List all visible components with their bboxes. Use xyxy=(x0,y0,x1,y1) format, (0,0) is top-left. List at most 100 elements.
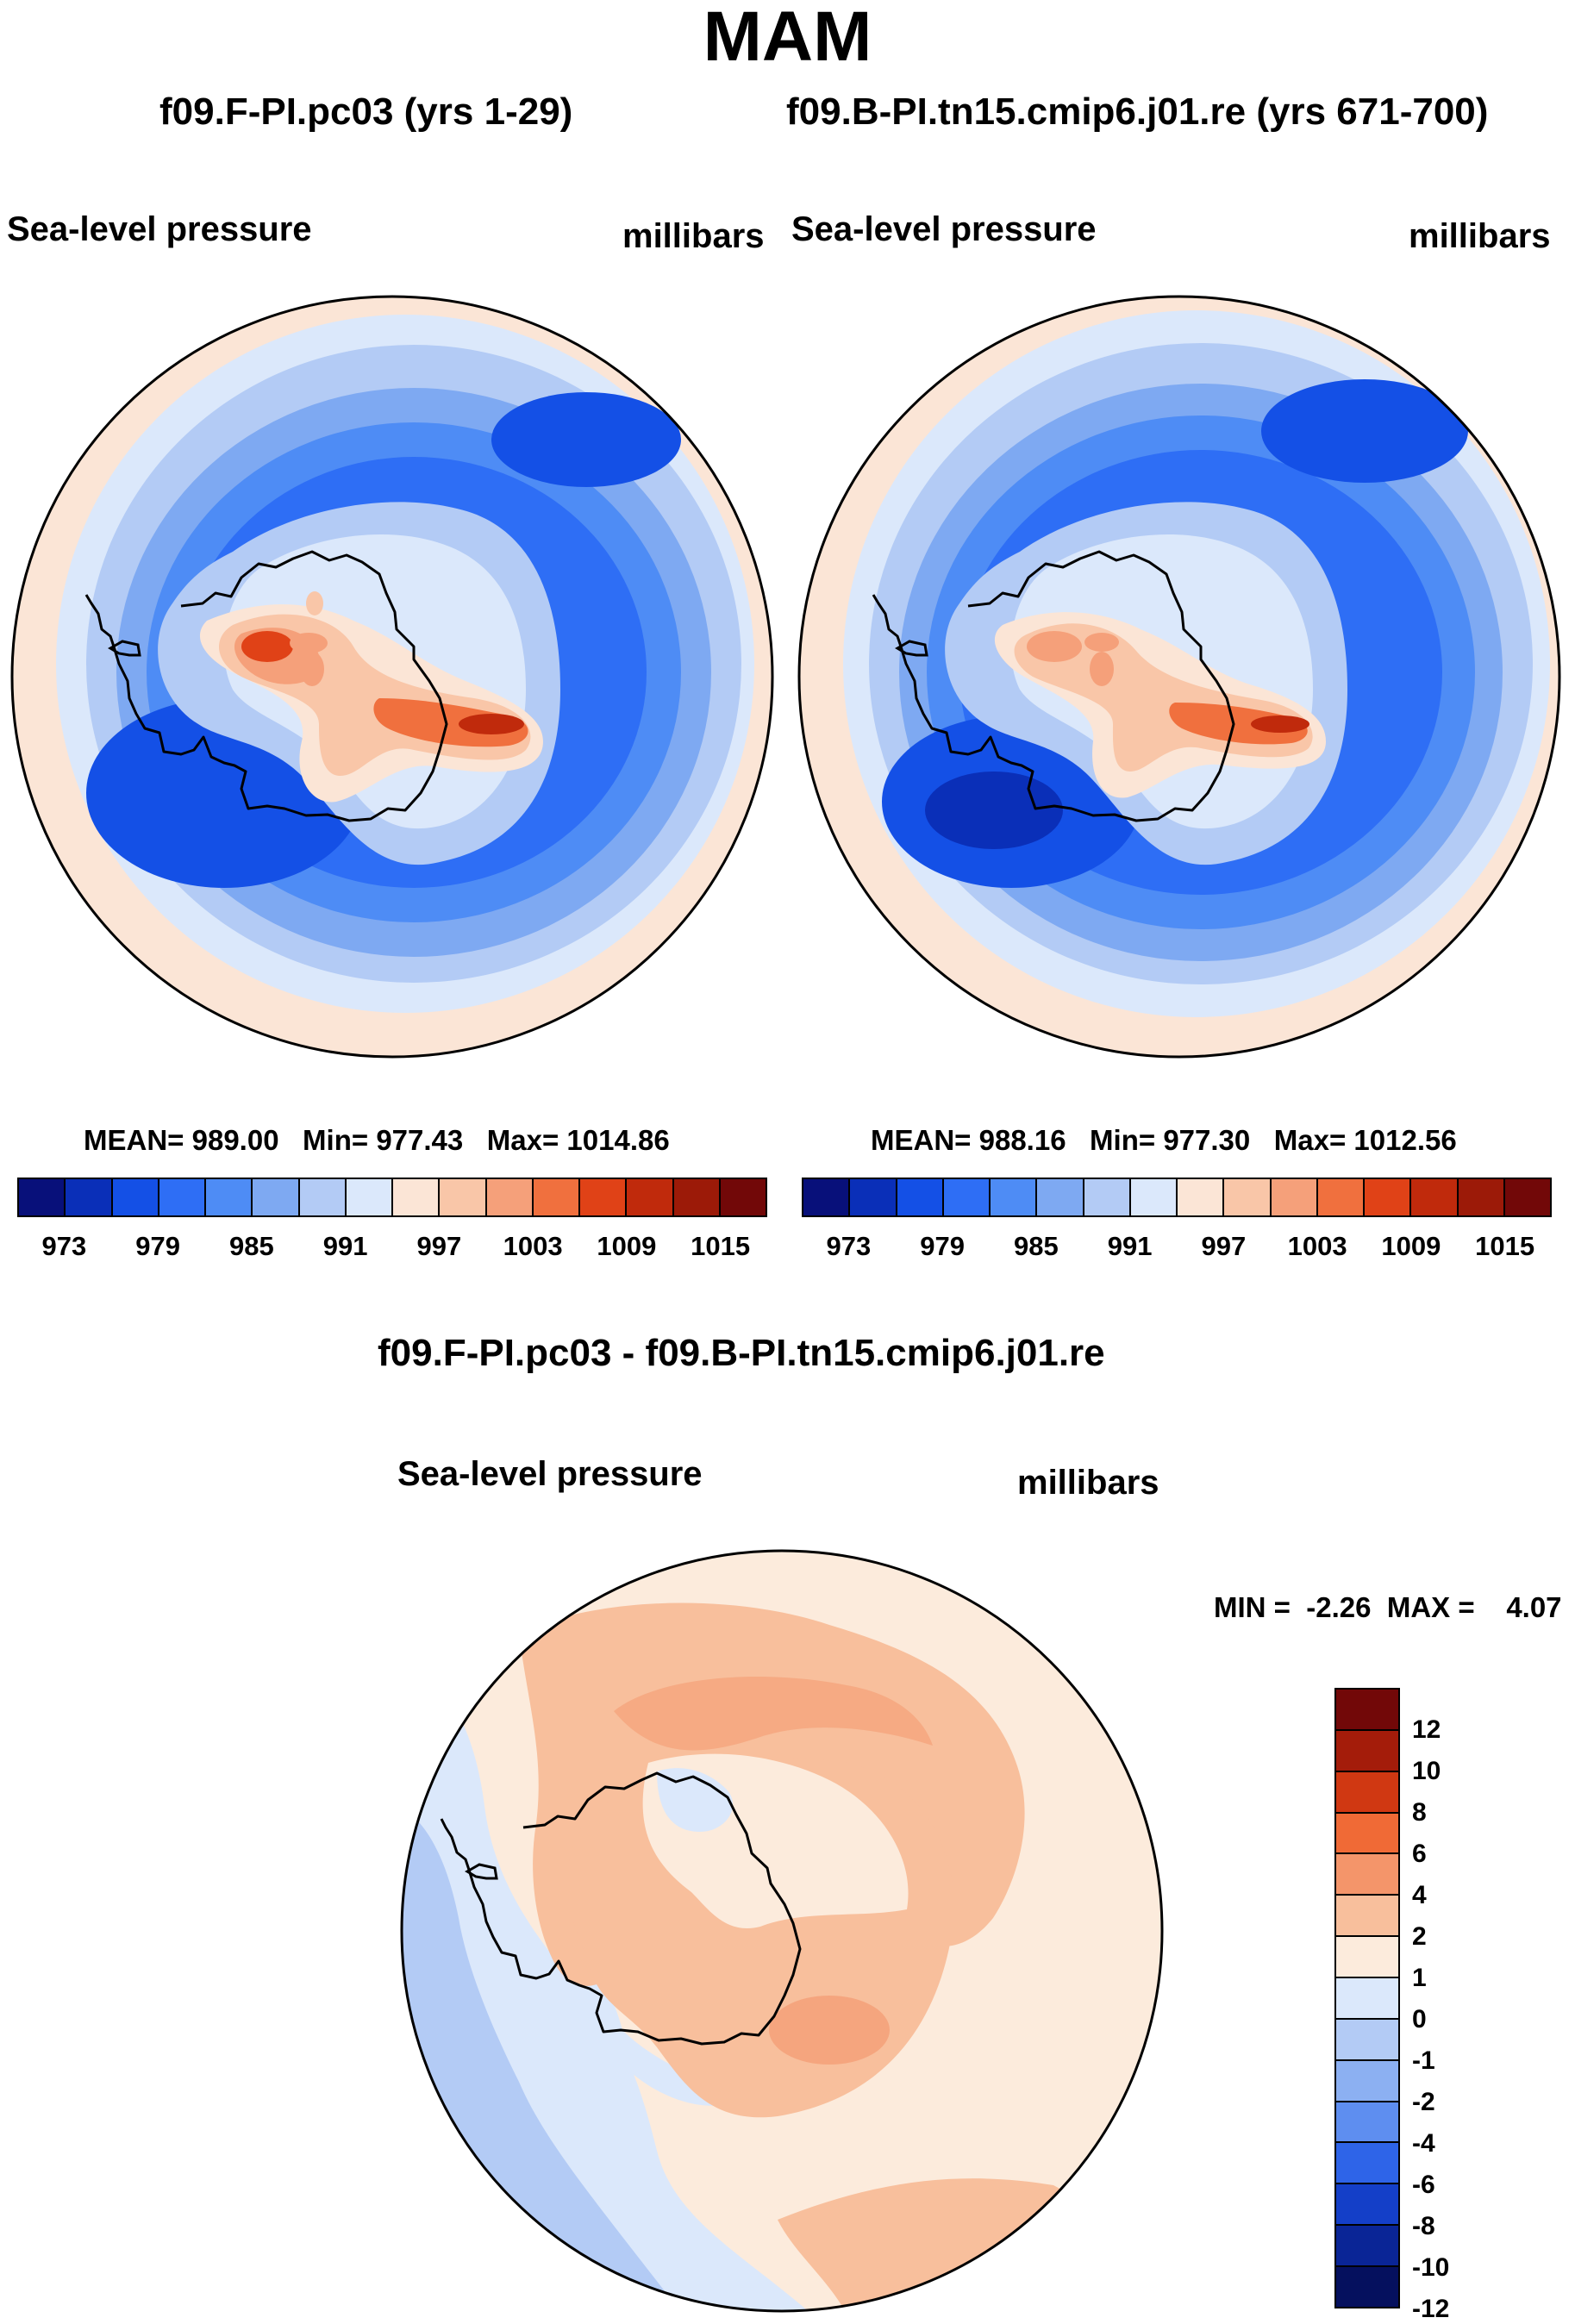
colorbar-tick-label: 991 xyxy=(322,1231,368,1261)
high-peak-6 xyxy=(1090,652,1114,686)
panel-1-variable: Sea-level pressure xyxy=(7,210,312,248)
colorbar-swatch xyxy=(299,1179,347,1215)
panel-1-units: millibars xyxy=(622,217,765,255)
difference-variable: Sea-level pressure xyxy=(397,1455,703,1493)
colorbar-swatch xyxy=(1317,1179,1365,1215)
colorbar-swatch xyxy=(1336,1771,1398,1814)
panel-1-min: 977.43 xyxy=(376,1124,464,1156)
colorbar-swatch xyxy=(159,1179,206,1215)
panel-2-mean: 988.16 xyxy=(978,1124,1066,1156)
colorbar-tick-label: -10 xyxy=(1412,2253,1450,2282)
map-border xyxy=(10,295,774,1059)
colorbar-tick-label: 6 xyxy=(1412,1840,1427,1868)
panel-2-variable: Sea-level pressure xyxy=(791,210,1097,248)
colorbar-tick-label: 2 xyxy=(1412,1922,1427,1951)
colorbar-swatch xyxy=(991,1179,1038,1215)
difference-map xyxy=(400,1549,1164,2313)
colorbar-swatch xyxy=(1336,2060,1398,2102)
peninsula-outline xyxy=(465,1863,498,1880)
colorbar-swatch xyxy=(1336,2226,1398,2268)
colorbar-tick-label: 1 xyxy=(1412,1964,1427,1992)
high-peak-5 xyxy=(1084,633,1119,652)
colorbar-tick-label: -2 xyxy=(1412,2088,1435,2116)
panel-1-title: f09.F-PI.pc03 (yrs 1-29) xyxy=(159,91,573,133)
colorbar-swatch xyxy=(803,1179,851,1215)
colorbar-tick-label: 8 xyxy=(1412,1798,1427,1827)
antarctica-positive xyxy=(769,1996,890,2065)
colorbar-tick-label: 997 xyxy=(416,1231,462,1261)
panel-2-title: f09.B-PI.tn15.cmip6.j01.re (yrs 671-700) xyxy=(786,91,1489,133)
map-border xyxy=(797,295,1561,1059)
difference-units: millibars xyxy=(1017,1464,1159,1502)
panel-1-max: 1014.86 xyxy=(566,1124,670,1156)
colorbar-tick-label: 1015 xyxy=(1475,1231,1535,1261)
peninsula-outline xyxy=(895,640,928,657)
difference-min: -2.26 xyxy=(1306,1591,1372,1623)
antarctica-negative xyxy=(657,1768,734,1832)
colorbar-tick-label: 979 xyxy=(135,1231,180,1261)
colorbar-swatch xyxy=(943,1179,991,1215)
peninsula-outline xyxy=(108,640,141,657)
colorbar-swatch xyxy=(1336,2019,1398,2061)
map-border xyxy=(400,1549,1164,2313)
colorbar-tick-label: 985 xyxy=(229,1231,274,1261)
colorbar-swatch xyxy=(1336,1978,1398,2020)
colorbar-swatch xyxy=(897,1179,944,1215)
antarctica-coastline xyxy=(872,550,1235,822)
difference-title: f09.F-PI.pc03 - f09.B-PI.tn15.cmip6.j01.… xyxy=(378,1332,1105,1374)
colorbar-tick-label: 973 xyxy=(41,1231,87,1261)
colorbar-tick-label: 991 xyxy=(1107,1231,1153,1261)
panel-2-min: 977.30 xyxy=(1163,1124,1251,1156)
colorbar-swatch xyxy=(206,1179,253,1215)
colorbar-tick-label: 1003 xyxy=(1287,1231,1347,1261)
colorbar-tick-label: -8 xyxy=(1412,2212,1435,2240)
colorbar-tick-label: 1015 xyxy=(691,1231,751,1261)
colorbar-tick-label: 12 xyxy=(1412,1715,1441,1744)
colorbar-tick-label: 10 xyxy=(1412,1757,1441,1785)
panel-1-stats: MEAN= 989.00 Min= 977.43 Max= 1014.86 xyxy=(84,1124,670,1156)
high-peak-4 xyxy=(459,714,524,734)
colorbar-swatch xyxy=(1336,2102,1398,2144)
difference-max: 4.07 xyxy=(1506,1591,1562,1623)
colorbar-swatch xyxy=(393,1179,441,1215)
colorbar-tick-label: 973 xyxy=(826,1231,872,1261)
colorbar-swatch xyxy=(1504,1179,1550,1215)
colorbar-swatch xyxy=(673,1179,721,1215)
panel-2-map xyxy=(797,295,1561,1059)
colorbar-swatch xyxy=(1336,1896,1398,1938)
colorbar-swatch xyxy=(1336,2184,1398,2227)
negative-region-3 xyxy=(402,2168,484,2311)
colorbar-tick-label: -6 xyxy=(1412,2171,1435,2199)
panel-2-colorbar xyxy=(802,1178,1552,1217)
high-peak-3 xyxy=(1169,703,1308,745)
colorbar-swatch xyxy=(1084,1179,1131,1215)
difference-min-label: MIN = xyxy=(1214,1591,1291,1623)
colorbar-swatch xyxy=(1336,2143,1398,2185)
colorbar-tick-label: -4 xyxy=(1412,2129,1435,2158)
high-peak-1 xyxy=(1027,631,1082,662)
high-peak-3 xyxy=(373,698,528,747)
panel-2-max: 1012.56 xyxy=(1353,1124,1457,1156)
high-peak-6 xyxy=(300,652,324,686)
colorbar-swatch xyxy=(346,1179,393,1215)
colorbar-tick-label: 4 xyxy=(1412,1881,1427,1909)
colorbar-swatch xyxy=(627,1179,674,1215)
colorbar-tick-label: 985 xyxy=(1014,1231,1059,1261)
low-3 xyxy=(925,772,1063,849)
panel-1-colorbar xyxy=(17,1178,767,1217)
colorbar-tick-label: 0 xyxy=(1412,2005,1427,2034)
panel-2-stats: MEAN= 988.16 Min= 977.30 Max= 1012.56 xyxy=(871,1124,1457,1156)
colorbar-swatch xyxy=(66,1179,113,1215)
panel-1-map xyxy=(10,295,774,1059)
colorbar-swatch xyxy=(1336,1854,1398,1896)
colorbar-swatch xyxy=(533,1179,580,1215)
colorbar-swatch xyxy=(1224,1179,1272,1215)
colorbar-tick-label: -12 xyxy=(1412,2295,1450,2323)
low-2 xyxy=(1261,379,1468,483)
colorbar-tick-label: 1003 xyxy=(503,1231,563,1261)
colorbar-swatch xyxy=(486,1179,534,1215)
colorbar-tick-label: 979 xyxy=(920,1231,965,1261)
colorbar-tick-label: 1009 xyxy=(597,1231,657,1261)
colorbar-tick-label: 1009 xyxy=(1381,1231,1441,1261)
colorbar-swatch xyxy=(1336,1730,1398,1772)
